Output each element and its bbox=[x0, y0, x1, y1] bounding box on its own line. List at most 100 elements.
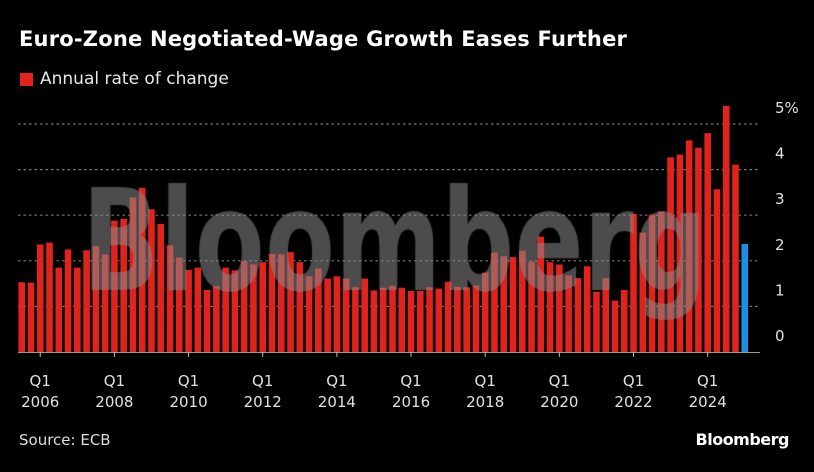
y-tick-label: 2 bbox=[775, 236, 785, 254]
bar bbox=[120, 218, 127, 352]
bar bbox=[46, 242, 53, 352]
bar bbox=[648, 214, 656, 352]
bar bbox=[630, 213, 637, 352]
bar-latest bbox=[741, 243, 749, 352]
x-tick-year: 2014 bbox=[318, 393, 356, 411]
bar bbox=[732, 164, 739, 352]
bloomberg-logo: Bloomberg bbox=[695, 430, 790, 449]
y-tick-label: 1 bbox=[775, 281, 785, 299]
bar bbox=[175, 257, 183, 352]
bar bbox=[713, 189, 721, 352]
bar bbox=[611, 300, 619, 352]
x-tick-year: 2018 bbox=[466, 393, 504, 411]
bar bbox=[407, 290, 415, 352]
bar bbox=[639, 232, 647, 352]
bar bbox=[685, 140, 693, 352]
bar bbox=[55, 267, 63, 352]
x-tick-year: 2016 bbox=[392, 393, 430, 411]
bar bbox=[138, 187, 146, 352]
bar bbox=[18, 282, 25, 352]
bar bbox=[27, 282, 35, 352]
x-tick-quarter: Q1 bbox=[326, 372, 347, 390]
x-tick-year: 2010 bbox=[169, 393, 207, 411]
bar bbox=[213, 285, 220, 352]
bar bbox=[658, 211, 665, 352]
bar bbox=[481, 272, 489, 352]
x-tick-year: 2020 bbox=[540, 393, 578, 411]
y-tick-label: 3 bbox=[775, 190, 785, 208]
bar bbox=[64, 249, 72, 352]
x-tick-quarter: Q1 bbox=[104, 372, 125, 390]
bar bbox=[370, 290, 378, 352]
x-tick-quarter: Q1 bbox=[697, 372, 718, 390]
bar bbox=[379, 287, 387, 352]
bar bbox=[315, 268, 322, 352]
bar bbox=[722, 105, 730, 352]
bar bbox=[129, 197, 137, 352]
bar bbox=[546, 262, 554, 352]
x-tick-year: 2012 bbox=[244, 393, 282, 411]
bar bbox=[620, 289, 628, 352]
bar bbox=[556, 264, 563, 352]
y-tick-label: 5% bbox=[775, 99, 799, 117]
x-tick-year: 2022 bbox=[614, 393, 652, 411]
bar bbox=[342, 278, 350, 352]
x-tick-year: 2008 bbox=[95, 393, 133, 411]
bar bbox=[695, 147, 702, 352]
bar bbox=[277, 254, 285, 352]
bar bbox=[333, 276, 341, 352]
bar bbox=[509, 257, 517, 352]
bar bbox=[324, 278, 331, 352]
bar bbox=[518, 250, 526, 352]
bar bbox=[454, 286, 461, 352]
bar bbox=[231, 270, 239, 352]
y-tick-label: 0 bbox=[775, 327, 785, 345]
bar bbox=[250, 264, 257, 352]
bar bbox=[148, 209, 155, 352]
bar bbox=[74, 267, 81, 352]
x-tick-quarter: Q1 bbox=[178, 372, 199, 390]
bar bbox=[296, 262, 304, 352]
bar bbox=[417, 290, 424, 352]
x-tick-year: 2024 bbox=[689, 393, 727, 411]
bar bbox=[83, 250, 90, 352]
bar bbox=[500, 256, 508, 352]
bar bbox=[583, 266, 591, 352]
bar bbox=[593, 291, 600, 352]
bar bbox=[240, 261, 248, 352]
bar bbox=[352, 287, 359, 352]
bar bbox=[268, 253, 276, 352]
source-note: Source: ECB bbox=[19, 431, 111, 449]
bar bbox=[444, 281, 452, 352]
bar bbox=[389, 285, 396, 352]
bar bbox=[194, 267, 202, 352]
bar bbox=[398, 287, 406, 352]
bar bbox=[704, 133, 711, 352]
bar bbox=[101, 254, 109, 352]
bar bbox=[537, 236, 545, 352]
bar bbox=[602, 278, 610, 352]
bar bbox=[259, 262, 267, 352]
bar bbox=[222, 267, 229, 352]
x-tick-quarter: Q1 bbox=[30, 372, 51, 390]
bar bbox=[185, 269, 192, 352]
bar bbox=[361, 278, 368, 352]
bar bbox=[426, 287, 433, 352]
bar bbox=[463, 287, 470, 352]
bar bbox=[528, 261, 535, 352]
x-tick-quarter: Q1 bbox=[623, 372, 644, 390]
bar bbox=[111, 220, 118, 352]
bar bbox=[203, 289, 211, 352]
bar bbox=[565, 275, 572, 352]
bar bbox=[157, 223, 165, 352]
x-tick-year: 2006 bbox=[21, 393, 59, 411]
bar bbox=[36, 244, 44, 352]
bar bbox=[491, 252, 498, 352]
bar bbox=[574, 278, 582, 352]
bar bbox=[435, 288, 443, 352]
bar bbox=[92, 246, 100, 352]
x-tick-quarter: Q1 bbox=[475, 372, 496, 390]
x-tick-quarter: Q1 bbox=[252, 372, 273, 390]
bar bbox=[472, 285, 480, 352]
